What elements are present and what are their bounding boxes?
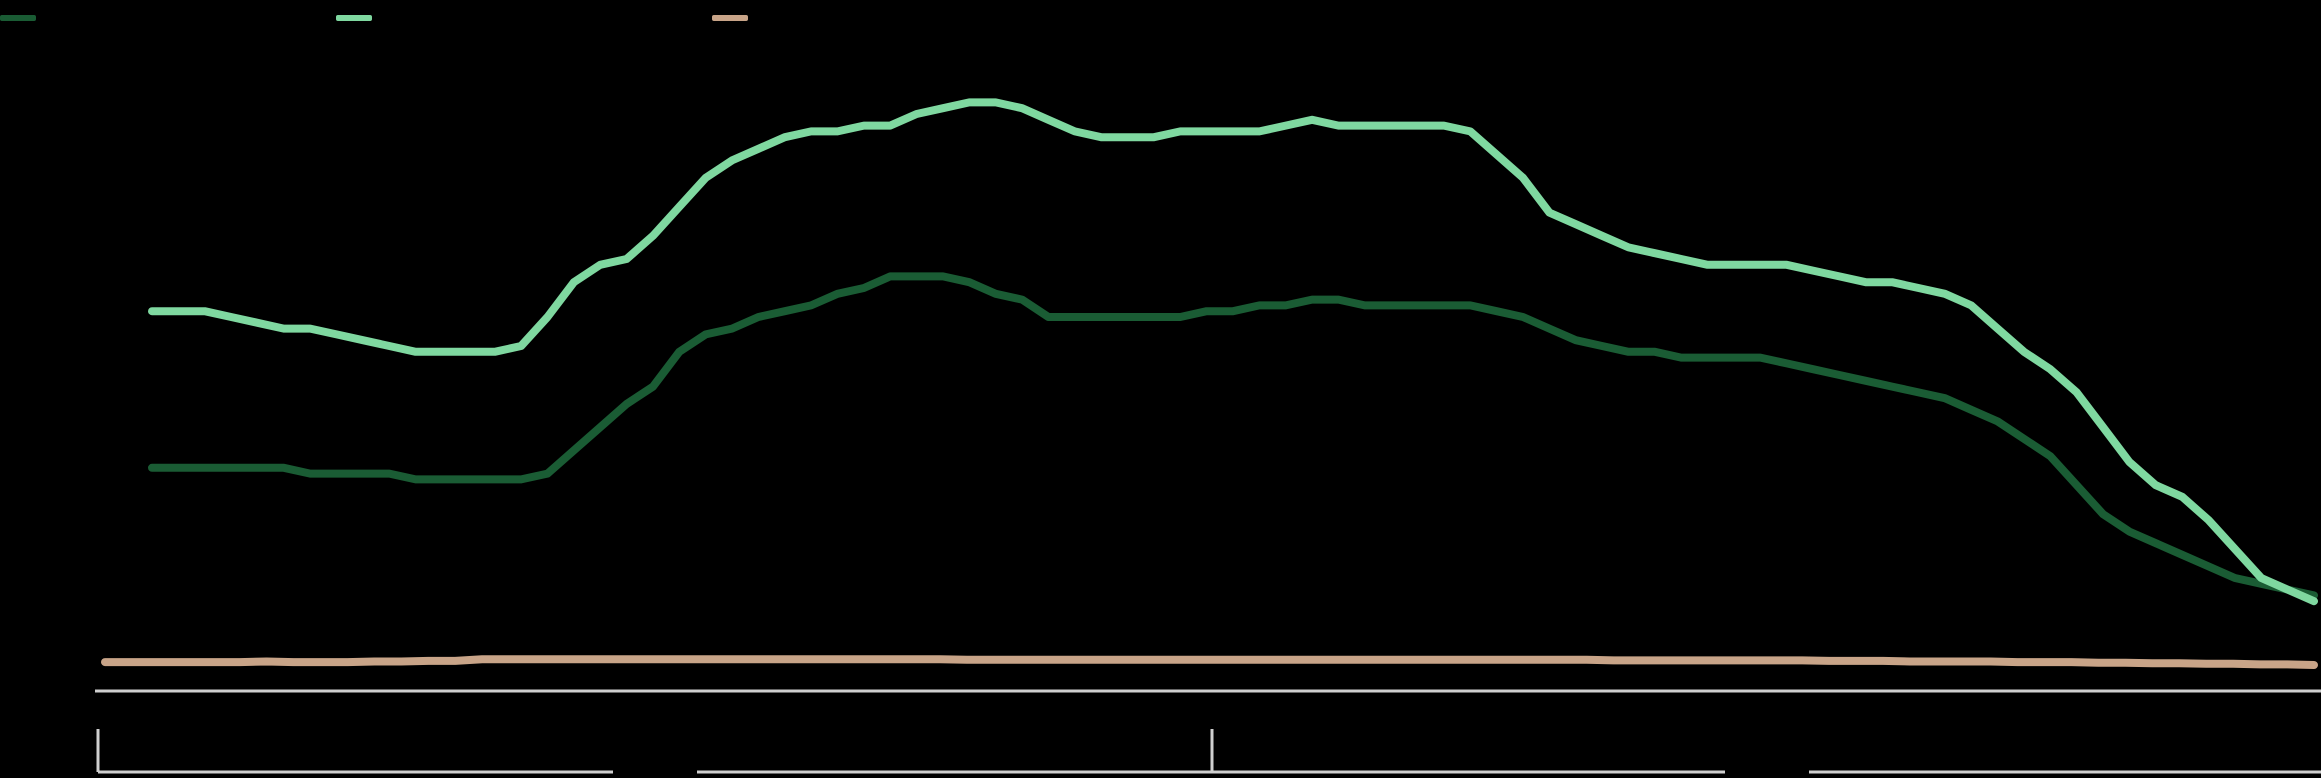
legend-swatch-series-2	[336, 15, 372, 21]
series-lines	[101, 98, 2318, 669]
series-line-2	[148, 98, 2318, 606]
legend-swatch-series-3	[712, 15, 748, 21]
series-line-1	[148, 272, 2318, 600]
legend-item-series-1	[0, 6, 56, 30]
legend-item-series-2	[336, 6, 392, 30]
series-line-3	[101, 655, 2318, 669]
chart-legend	[0, 0, 1200, 36]
year-axis	[96, 729, 2321, 774]
legend-item-series-3	[712, 6, 768, 30]
legend-swatch-series-1	[0, 15, 36, 21]
